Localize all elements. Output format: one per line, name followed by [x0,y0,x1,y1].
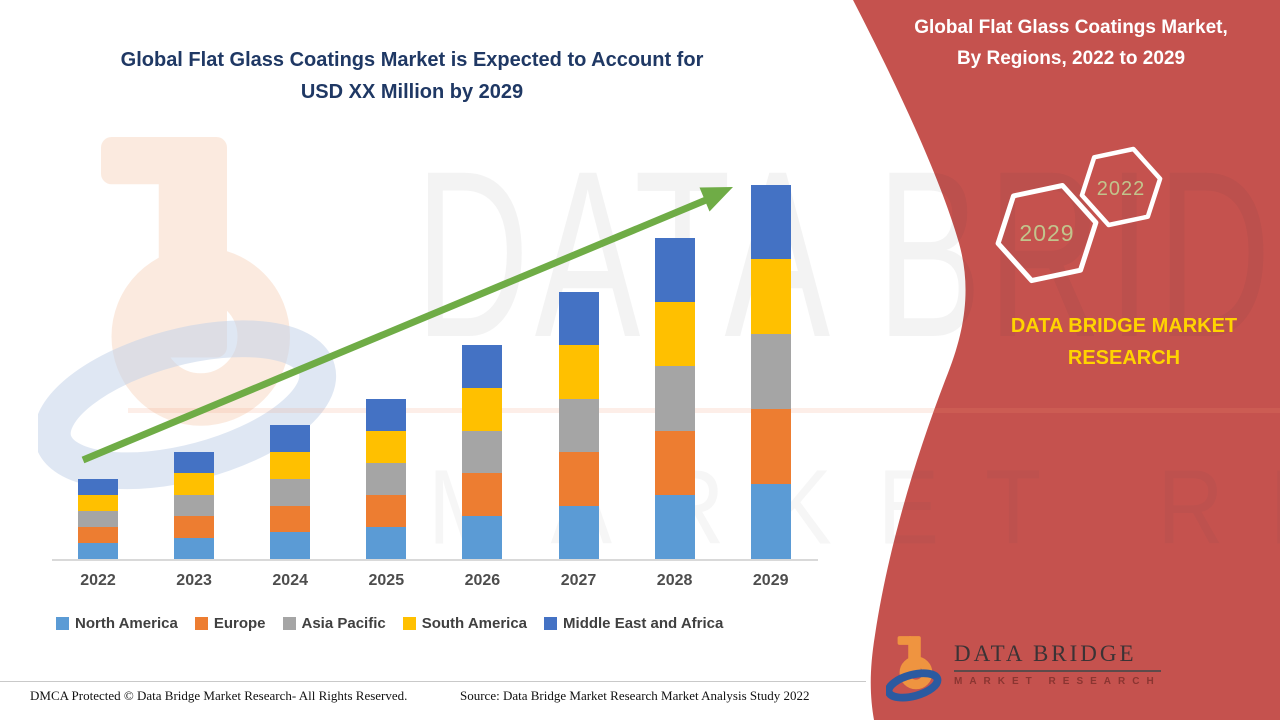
bar-segment-2028-south-america [654,302,695,367]
legend-label: South America [421,615,528,632]
legend-swatch-icon [402,617,416,630]
bar-segment-2024-middle-east-and-africa [270,425,311,452]
brand-text-line1: DATA BRIDGE MARKET [1010,315,1238,337]
legend-swatch-icon [194,617,208,630]
legend-label: Middle East and Africa [563,615,724,632]
dmca-text: DMCA Protected © Data Bridge Market Rese… [30,688,408,703]
panel-title-line1: Global Flat Glass Coatings Market, [914,17,1228,38]
legend-item-asia-pacific: Asia Pacific [282,615,386,632]
legend-item-middle-east-and-africa: Middle East and Africa [544,615,723,632]
data-bridge-logo-text: DATA BRIDGE MARKET RESEARCH [954,633,1161,687]
bar-segment-2028-middle-east-and-africa [654,238,695,303]
legend-swatch-icon [544,617,558,630]
brand-text: DATA BRIDGE MARKET RESEARCH [948,310,1280,374]
chart-heading: Global Flat Glass Coatings Market is Exp… [62,44,762,108]
bar-segment-2026-north-america [462,516,503,559]
panel-title-line2: By Regions, 2022 to 2029 [956,48,1186,70]
bar-segment-2023-north-america [174,537,215,559]
legend-item-south-america: South America [402,615,528,632]
bar-segment-2027-europe [558,452,599,506]
bar-segment-2027-asia-pacific [558,398,599,452]
bar-segment-2029-middle-east-and-africa [750,184,791,260]
bar-segment-2029-south-america [750,259,791,335]
legend-swatch-icon [56,617,69,630]
badge-year-2029: 2029 [1019,220,1074,246]
legend-label: Asia Pacific [301,615,386,632]
bar-segment-2029-asia-pacific [750,334,791,410]
hexagon-badge-2029 [995,183,1099,284]
x-axis-label-2027: 2027 [560,572,597,589]
bar-segment-2022-asia-pacific [78,510,118,527]
x-axis-label-2026: 2026 [464,572,501,589]
bar-segment-2025-north-america [366,526,407,559]
bar-segment-2026-asia-pacific [462,430,503,474]
brand-text-line2: RESEARCH [1067,347,1181,369]
logo-tagline: MARKET RESEARCH [954,676,1161,687]
legend-swatch-icon [282,617,296,630]
x-axis-label-2023: 2023 [176,572,212,589]
bar-segment-2027-middle-east-and-africa [558,291,599,345]
x-axis-label-2025: 2025 [368,572,405,589]
bar-segment-2025-south-america [366,430,407,463]
hexagon-badge-2022 [1079,146,1163,228]
bar-segment-2028-europe [654,430,695,495]
bar-segment-2024-north-america [270,532,311,559]
bar-segment-2023-asia-pacific [174,494,215,517]
chart-legend: North America Europe Asia Pacific South Ame… [56,615,723,632]
source-text: Source: Data Bridge Market Research Mark… [460,688,810,703]
bar-segment-2023-south-america [174,473,215,495]
panel-title: Global Flat Glass Coatings Market, By Re… [880,12,1262,75]
bar-segment-2025-europe [366,494,407,527]
bar-segment-2029-north-america [750,484,791,559]
bar-segment-2024-south-america [270,452,311,479]
bar-segment-2025-middle-east-and-africa [366,398,407,431]
legend-label: North America [75,615,178,632]
legend-item-europe: Europe [194,615,266,632]
bar-segment-2026-europe [462,473,503,517]
bar-segment-2029-europe [750,409,791,485]
logo-name: DATA BRIDGE [954,641,1161,672]
x-axis-line [52,559,818,561]
bar-segment-2022-north-america [78,542,118,559]
x-axis-label-2028: 2028 [656,572,693,589]
bar-segment-2028-north-america [654,494,695,559]
bar-segment-2022-middle-east-and-africa [78,478,118,495]
data-bridge-logo-mark [886,636,942,702]
chart-heading-line2: USD XX Million by 2029 [300,81,524,103]
legend-label: Europe [213,615,266,632]
bar-segment-2027-north-america [558,505,599,559]
bar-segment-2023-europe [174,516,215,538]
bar-segment-2023-middle-east-and-africa [174,452,215,474]
chart-heading-line1: Global Flat Glass Coatings Market is Exp… [120,49,704,71]
data-bridge-logo: DATA BRIDGE MARKET RESEARCH [886,633,1161,705]
x-axis-label-2024: 2024 [272,572,308,589]
badge-year-2022: 2022 [1097,178,1146,200]
bar-segment-2024-asia-pacific [270,478,311,506]
bar-segment-2022-europe [78,526,118,543]
bar-segment-2026-south-america [462,387,503,431]
x-axis-label-2029: 2029 [752,572,789,589]
bar-segment-2024-europe [270,505,311,533]
bar-segment-2026-middle-east-and-africa [462,345,503,388]
bar-segment-2028-asia-pacific [654,366,695,431]
bar-segment-2025-asia-pacific [366,462,407,495]
legend-item-north-america: North America [56,615,178,632]
bar-segment-2027-south-america [558,345,599,399]
bar-segment-2022-south-america [78,494,118,511]
year-badges: 2022 2029 [995,146,1163,284]
x-axis-label-2022: 2022 [80,572,116,589]
footer-divider [0,681,866,682]
